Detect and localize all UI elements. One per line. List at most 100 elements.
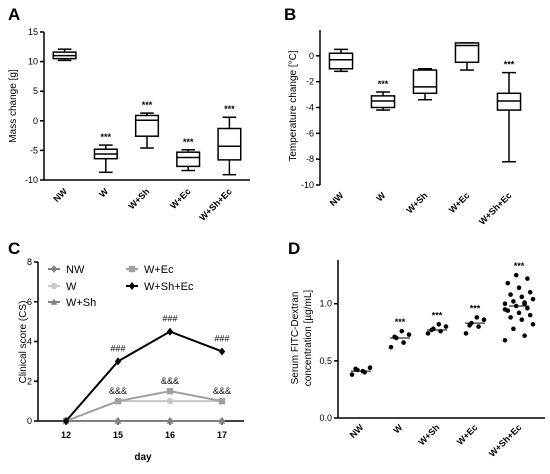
y-tick-label: 0: [27, 416, 32, 426]
data-point: [522, 333, 527, 339]
data-point: [530, 321, 536, 327]
annotation-lower: &&&: [109, 386, 127, 396]
panel-b-y-ticks: -10 -8 -6 -4 -2 0: [301, 51, 320, 190]
panel-c-x-ticks: 12 15 16 17: [61, 421, 227, 440]
category-label: W+Sh+Ec: [477, 190, 513, 226]
marker-square: [128, 265, 136, 273]
y-tick-label: 0.5: [319, 356, 332, 366]
data-point: [519, 294, 525, 300]
panel-a: A Mass change [g] -10 -5 0 5 10 15 NW W W+Sh W+E…: [8, 5, 250, 223]
y-tick-label: -10: [301, 180, 314, 190]
panel-b-y-label: Temperature change [°C]: [288, 50, 299, 162]
panel-b-categories: NW W W+Sh W+Ec W+Sh+Ec: [328, 190, 514, 227]
marker-circle: [50, 282, 58, 290]
significance-mark: ***: [224, 104, 235, 114]
data-point: [527, 289, 533, 295]
panel-a-y-label: Mass change [g]: [8, 69, 19, 143]
y-tick-label: 2: [27, 376, 32, 386]
data-point: [502, 301, 508, 307]
y-tick-label: -2: [306, 77, 314, 87]
marker-triangle: [114, 417, 122, 424]
panel-a-label: A: [8, 5, 20, 24]
data-point: [349, 372, 355, 377]
category-label: NW: [51, 186, 69, 204]
panel-a-y-ticks: -10 -5 0 5 10 15: [25, 27, 44, 185]
data-point: [502, 307, 508, 312]
data-point: [508, 292, 513, 297]
category-label: W+Ec: [447, 190, 472, 215]
marker-diamond: [218, 347, 226, 356]
y-tick-label: -8: [306, 154, 314, 164]
marker-circle: [166, 397, 174, 405]
y-tick-label: 15: [28, 27, 38, 37]
panel-d-y-ticks: 0.0 0.5 1.0: [319, 299, 338, 423]
data-point: [367, 365, 373, 371]
data-point: [522, 301, 527, 307]
marker-triangle: [50, 298, 58, 305]
data-point: [481, 317, 487, 323]
category-label: W+Sh: [126, 186, 151, 211]
annotation-upper: ###: [162, 314, 177, 324]
significance-mark: ***: [395, 317, 406, 327]
data-point: [401, 340, 406, 345]
category-label: W: [391, 422, 404, 435]
panel-c-annotations: ### ### ### &&& &&& &&&: [109, 314, 231, 397]
legend-label: W+Sh+Ec: [144, 281, 194, 293]
panel-a-boxes: [52, 48, 242, 176]
box: [217, 127, 242, 161]
panel-d-y-label-line1: Serum FITC-Dextran: [290, 292, 301, 385]
panel-b: B Temperature change [°C] -10 -8 -6 -4 -2 0 N…: [284, 5, 522, 227]
y-tick-label: -10: [25, 175, 38, 185]
annotation-upper: ###: [214, 333, 229, 343]
data-point: [511, 326, 516, 332]
data-point: [425, 331, 431, 336]
y-tick-label: -4: [306, 103, 314, 113]
data-point: [463, 331, 469, 336]
panel-d-points: [349, 272, 536, 377]
marker-triangle: [166, 417, 174, 424]
box: [412, 69, 438, 95]
panel-b-label: B: [284, 5, 296, 24]
data-point: [516, 285, 522, 291]
box: [176, 151, 201, 168]
y-tick-label: 5: [33, 86, 38, 96]
panel-c-series: [62, 327, 226, 425]
y-tick-label: -6: [306, 128, 314, 138]
data-point: [443, 324, 449, 329]
panel-d-label: D: [288, 239, 300, 258]
panel-c-x-label: day: [134, 452, 152, 463]
x-tick-label: 12: [61, 430, 71, 440]
y-tick-label: 0.0: [319, 413, 332, 423]
panel-b-significance: *** ***: [378, 60, 515, 89]
annotation-upper: ###: [110, 343, 125, 353]
data-point: [530, 296, 536, 302]
box: [134, 114, 160, 137]
y-tick-label: -5: [30, 145, 38, 155]
data-point: [436, 321, 442, 327]
panel-a-categories: NW W W+Sh W+Ec W+Sh+Ec: [51, 186, 233, 223]
data-point: [474, 315, 480, 320]
category-label: W+Sh+Ec: [197, 186, 233, 222]
marker-triangle: [218, 417, 226, 424]
x-tick-label: 16: [165, 430, 175, 440]
y-tick-label: 6: [27, 297, 32, 307]
y-tick-label: 0: [309, 51, 314, 61]
legend-label: NW: [66, 264, 85, 276]
category-label: W+Sh: [404, 190, 429, 215]
data-point: [527, 312, 533, 318]
panel-d: D Serum FITC-Dextran concentration [µg/m…: [288, 239, 545, 459]
marker-square: [218, 397, 226, 405]
data-point: [516, 310, 522, 316]
significance-mark: ***: [142, 100, 153, 110]
legend-label: W+Ec: [144, 264, 174, 276]
marker-diamond: [50, 265, 58, 273]
panel-d-significance: *** *** *** ***: [395, 261, 525, 327]
data-point: [406, 332, 412, 337]
panel-d-categories: NW W W+Sh W+Ec W+Sh+Ec: [348, 422, 524, 459]
legend-label: W: [66, 281, 77, 293]
category-label: NW: [348, 422, 366, 440]
panel-c-y-label: Clinical score (CS): [18, 301, 29, 384]
data-point: [511, 299, 516, 304]
data-point: [513, 272, 519, 278]
